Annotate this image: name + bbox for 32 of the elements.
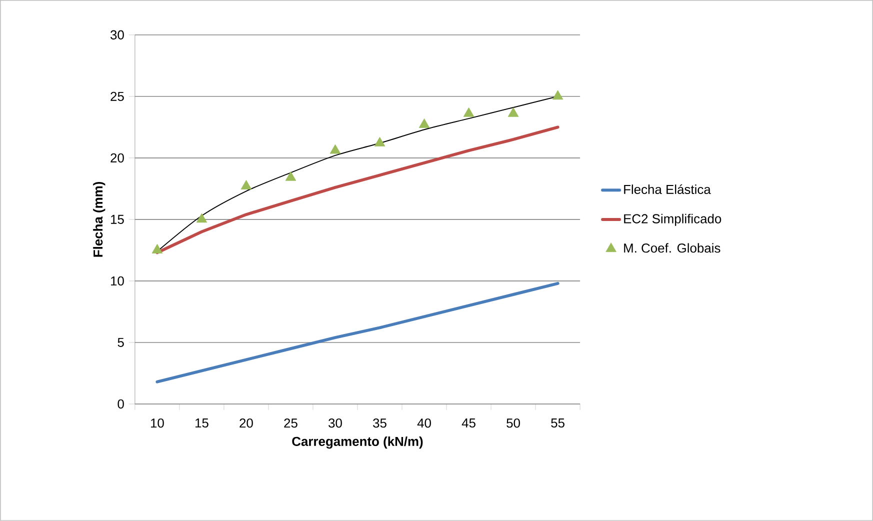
point bbox=[330, 144, 341, 154]
x-tick-label: 30 bbox=[328, 418, 342, 428]
legend-label: M. Coef. Globais bbox=[624, 243, 720, 253]
point bbox=[285, 171, 296, 181]
y-axis-title: Flecha (mm) bbox=[93, 182, 106, 257]
point bbox=[196, 213, 208, 223]
y-tick-label: 10 bbox=[110, 276, 124, 286]
x-tick-label: 35 bbox=[373, 418, 386, 428]
x-tick-label: 50 bbox=[506, 418, 520, 428]
point bbox=[463, 107, 474, 117]
x-tick-label: 40 bbox=[417, 418, 431, 428]
point bbox=[508, 107, 519, 117]
x-tick-label: 10 bbox=[150, 418, 164, 428]
y-tick-label: 5 bbox=[118, 338, 124, 348]
point bbox=[552, 90, 564, 100]
y-tick-label: 30 bbox=[110, 30, 124, 40]
y-tick-label: 15 bbox=[110, 214, 124, 224]
point bbox=[240, 180, 252, 190]
point bbox=[374, 137, 386, 146]
y-tick-label: 20 bbox=[110, 153, 124, 163]
legend-label: EC2 Simplificado bbox=[624, 214, 722, 226]
x-tick-label: 45 bbox=[462, 418, 476, 428]
x-tick-label: 55 bbox=[551, 418, 564, 428]
legend-label: Flecha Elástica bbox=[624, 184, 711, 194]
x-axis-title: Carregamento (kN/m) bbox=[292, 436, 423, 449]
y-tick-label: 0 bbox=[118, 399, 124, 409]
y-tick-label: 25 bbox=[110, 92, 124, 102]
x-tick-label: 25 bbox=[284, 418, 298, 428]
point bbox=[418, 118, 430, 128]
x-tick-label: 15 bbox=[195, 418, 208, 428]
point bbox=[152, 244, 163, 254]
x-tick-label: 20 bbox=[240, 418, 253, 428]
